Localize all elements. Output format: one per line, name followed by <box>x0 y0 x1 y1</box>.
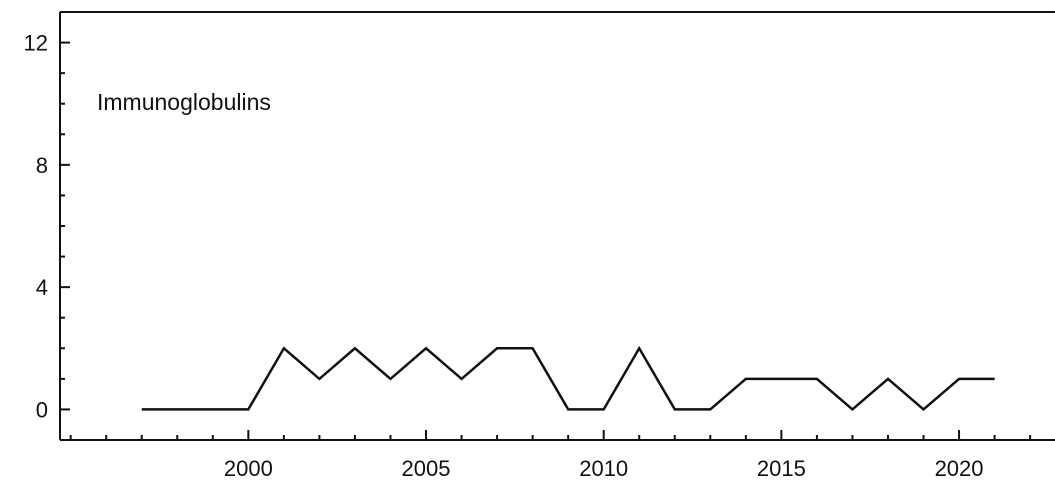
x-tick-label: 2015 <box>757 456 806 481</box>
y-tick-label: 12 <box>24 31 48 56</box>
axis-ticks <box>60 11 1032 441</box>
x-tick-label: 2000 <box>224 456 273 481</box>
x-tick-label: 2020 <box>935 456 984 481</box>
y-tick-label: 0 <box>36 397 48 422</box>
series-line <box>141 345 995 412</box>
chart-annotation: Immunoglobulins <box>97 89 271 115</box>
y-tick-label: 4 <box>36 275 48 300</box>
y-tick-label: 8 <box>36 153 48 178</box>
tick-labels: 0 4 8 12 2000 2005 2010 2015 2020 <box>24 31 984 481</box>
plot-frame <box>59 11 1055 441</box>
series-layer <box>141 345 995 412</box>
x-tick-label: 2005 <box>402 456 451 481</box>
x-tick-label: 2010 <box>579 456 628 481</box>
